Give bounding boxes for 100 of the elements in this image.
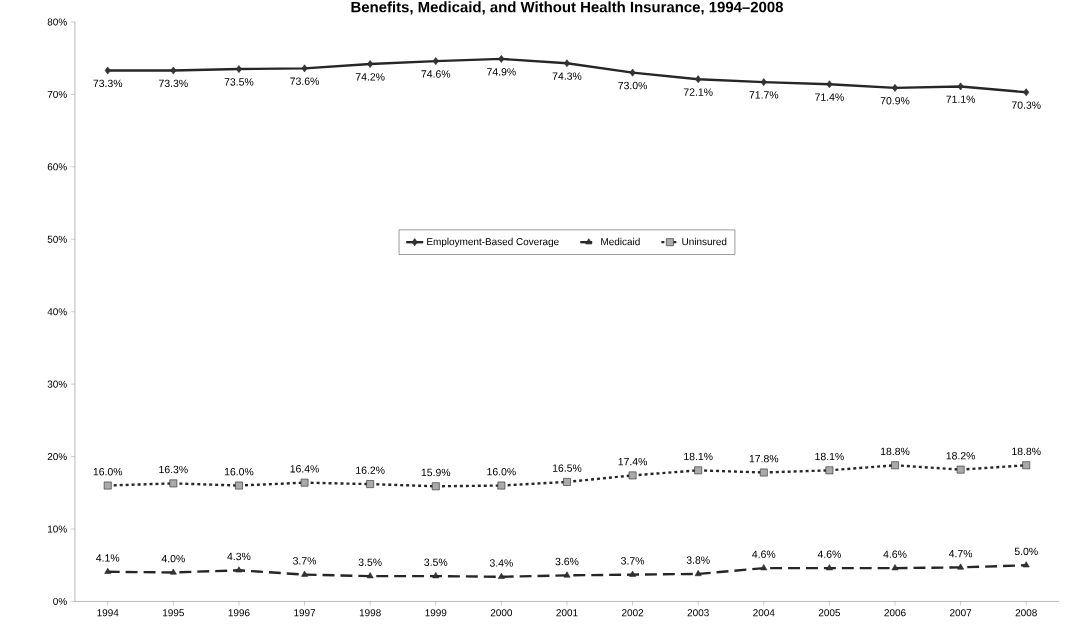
- data-label: 4.7%: [948, 549, 973, 558]
- point: [366, 572, 374, 578]
- data-label: 4.6%: [883, 550, 907, 558]
- data-label: 3.4%: [489, 559, 513, 567]
- data-label: 3.7%: [293, 556, 317, 565]
- point: [826, 80, 833, 88]
- data-label: 16.0%: [224, 467, 254, 476]
- point: [563, 59, 570, 67]
- data-label: 16.0%: [487, 467, 516, 476]
- data-label: 4.6%: [817, 550, 841, 558]
- y-tick-label: 10%: [48, 525, 67, 533]
- point: [629, 68, 636, 77]
- data-label: 3.8%: [686, 556, 710, 564]
- data-label: 4.0%: [161, 554, 185, 563]
- y-tick-label: 0%: [53, 597, 67, 605]
- x-tick-label: 1995: [163, 609, 184, 617]
- point: [367, 59, 374, 68]
- point: [169, 568, 177, 575]
- data-label: 74.6%: [421, 70, 451, 78]
- legend-label: Employment-Based Coverage: [427, 237, 559, 247]
- point: [1022, 461, 1031, 469]
- point: [1023, 88, 1030, 96]
- y-tick-label: 30%: [47, 380, 67, 388]
- point: [432, 57, 439, 65]
- x-tick-label: 1994: [97, 609, 119, 617]
- data-label: 3.5%: [424, 558, 448, 566]
- data-label: 17.4%: [618, 457, 648, 466]
- point: [695, 75, 702, 83]
- data-label: 70.9%: [880, 96, 910, 105]
- point: [956, 465, 965, 474]
- point: [957, 563, 965, 570]
- data-label: 74.3%: [552, 72, 582, 80]
- chart-title: Benefits, Medicaid, and Without Health Insurance, 1994–2008: [351, 1, 783, 15]
- legend-label: Medicaid: [601, 237, 640, 245]
- data-label: 18.1%: [684, 452, 713, 460]
- data-label: 4.3%: [227, 552, 251, 560]
- point: [104, 66, 111, 75]
- point: [497, 481, 506, 490]
- point: [169, 479, 178, 488]
- point: [760, 78, 767, 86]
- data-label: 3.7%: [621, 556, 645, 565]
- point: [170, 66, 177, 75]
- data-label: 71.7%: [749, 91, 779, 99]
- data-label: 16.4%: [290, 464, 319, 473]
- data-label: 73.3%: [159, 79, 188, 87]
- point: [628, 471, 637, 480]
- point: [760, 564, 768, 571]
- point: [957, 82, 964, 91]
- data-label: 72.1%: [683, 88, 713, 96]
- point: [104, 567, 112, 574]
- point: [1022, 561, 1030, 568]
- data-label: 3.6%: [555, 557, 579, 566]
- y-tick-label: 80%: [47, 18, 67, 26]
- x-tick-label: 1997: [294, 609, 316, 617]
- point: [301, 570, 308, 577]
- point: [563, 571, 571, 578]
- y-tick-label: 70%: [47, 90, 67, 98]
- x-tick-label: 2004: [753, 609, 775, 617]
- point: [891, 461, 899, 469]
- data-label: 70.3%: [1011, 101, 1041, 109]
- point: [235, 481, 243, 490]
- data-label: 4.6%: [752, 550, 776, 558]
- y-tick-label: 20%: [47, 452, 67, 460]
- point: [498, 54, 505, 63]
- x-tick-label: 2002: [622, 609, 644, 617]
- point: [432, 572, 440, 578]
- y-tick-label: 60%: [47, 163, 67, 171]
- x-tick-label: 1996: [228, 609, 250, 617]
- data-label: 5.0%: [1014, 547, 1038, 555]
- data-label: 16.3%: [159, 465, 188, 474]
- point: [759, 468, 768, 477]
- point: [300, 478, 309, 487]
- data-label: 4.1%: [96, 554, 120, 562]
- point: [235, 566, 243, 573]
- y-tick-label: 50%: [47, 235, 67, 243]
- data-label: 16.5%: [552, 464, 582, 472]
- point: [366, 480, 375, 488]
- point: [235, 64, 242, 73]
- data-label: 15.9%: [421, 468, 451, 476]
- data-label: 74.9%: [487, 67, 516, 76]
- data-label: 16.2%: [356, 466, 385, 474]
- point: [629, 570, 636, 577]
- data-label: 18.2%: [946, 451, 976, 460]
- point: [694, 569, 702, 576]
- point: [826, 564, 833, 571]
- x-tick-label: 2007: [950, 609, 972, 617]
- x-tick-label: 2008: [1015, 609, 1037, 617]
- data-label: 73.6%: [290, 77, 319, 85]
- point: [103, 481, 112, 490]
- point: [694, 466, 703, 475]
- x-tick-label: 2000: [490, 609, 513, 617]
- point: [431, 482, 440, 490]
- point: [301, 64, 308, 73]
- data-label: 18.1%: [815, 452, 844, 460]
- point: [497, 572, 505, 579]
- data-label: 71.4%: [815, 93, 844, 101]
- x-tick-label: 1999: [425, 609, 447, 617]
- legend-label: Uninsured: [682, 237, 727, 245]
- data-label: 18.8%: [880, 447, 910, 455]
- data-label: 73.5%: [224, 78, 254, 86]
